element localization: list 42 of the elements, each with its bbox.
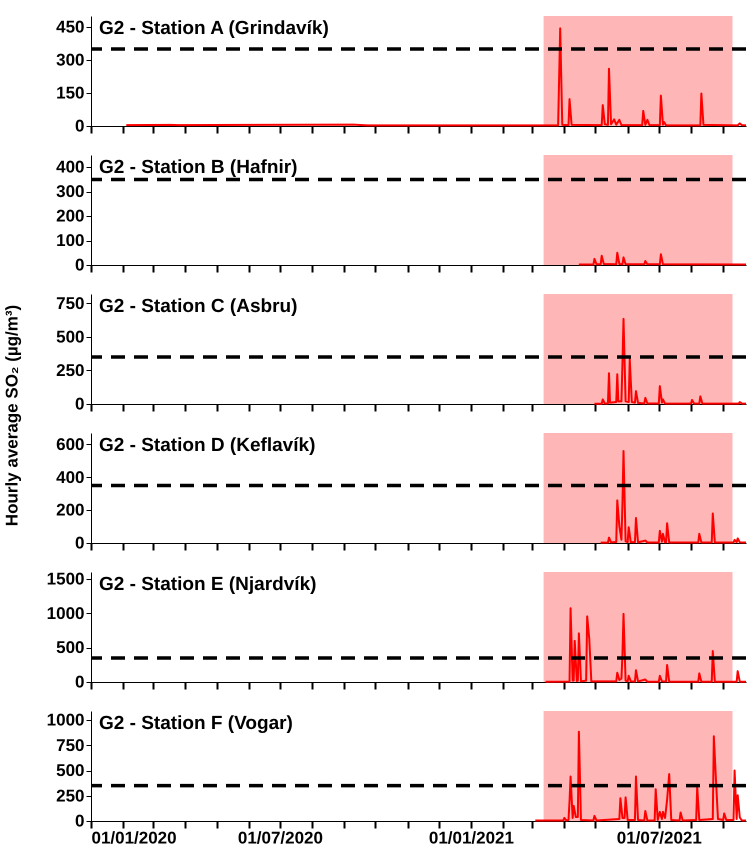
y-tick-label: 450 (56, 18, 84, 36)
y-tick-label: 150 (56, 84, 84, 102)
y-tick-label: 250 (56, 786, 84, 806)
y-tick-label: 500 (56, 327, 84, 346)
chart-title: G2 - Station C (Asbru) (99, 296, 298, 317)
y-tick-label: 600 (56, 434, 84, 454)
y-tick-label: 1000 (46, 604, 84, 623)
y-tick-label: 100 (56, 231, 84, 250)
y-tick-label: 500 (56, 761, 84, 780)
y-tick-label: 0 (75, 812, 84, 830)
y-tick-label: 400 (56, 158, 84, 177)
chart-title: G2 - Station A (Grindavík) (99, 18, 329, 39)
x-tick-label: 01/01/2021 (428, 828, 514, 848)
x-tick-label: 01/07/2020 (238, 828, 323, 848)
y-tick-label: 300 (56, 50, 84, 70)
line-series (600, 450, 747, 544)
y-tick-label: 400 (56, 468, 84, 487)
y-tick-label: 750 (56, 294, 84, 313)
y-tick-label: 0 (75, 672, 84, 692)
y-tick-label: 250 (56, 360, 84, 380)
y-tick-label: 200 (56, 206, 84, 226)
x-tick-label: 01/07/2021 (616, 828, 702, 848)
line-series (593, 318, 747, 405)
chart-title: G2 - Station F (Vogar) (99, 713, 293, 734)
y-tick-label: 0 (75, 256, 84, 274)
y-tick-label: 1000 (46, 710, 84, 730)
y-tick-label: 0 (75, 534, 84, 552)
y-tick-label: 200 (56, 500, 84, 520)
y-tick-label: 750 (56, 736, 84, 755)
y-tick-label: 500 (56, 638, 84, 658)
chart-title: G2 - Station E (Njardvík) (99, 574, 316, 595)
line-series (534, 730, 747, 822)
chart-title: G2 - Station D (Keflavík) (99, 435, 316, 456)
y-tick-label: 0 (75, 116, 84, 136)
line-series (544, 607, 747, 683)
y-axis-title: Hourly average SO₂ (µg/m³) (2, 304, 22, 526)
chart-title: G2 - Station B (Hafnir) (99, 157, 298, 178)
y-tick-label: 0 (75, 394, 84, 414)
x-tick-label: 01/01/2020 (92, 828, 177, 848)
y-tick-label: 1500 (46, 569, 84, 588)
y-tick-label: 300 (56, 182, 84, 202)
line-series (578, 252, 747, 266)
